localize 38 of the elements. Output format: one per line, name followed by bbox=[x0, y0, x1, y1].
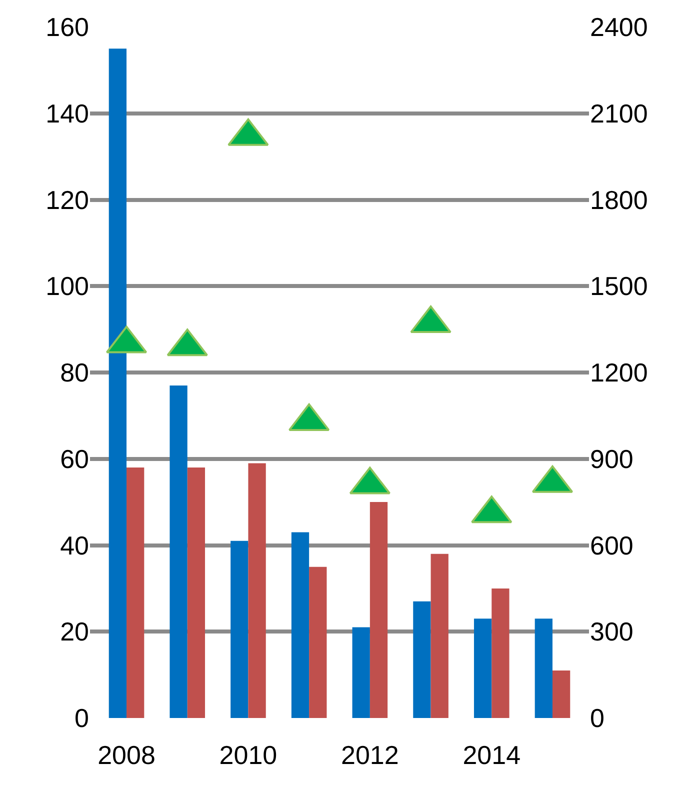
y-tick-label: 120 bbox=[46, 184, 89, 215]
bar bbox=[430, 554, 448, 718]
bar bbox=[187, 468, 206, 718]
y2-tick-label: 0 bbox=[590, 703, 604, 734]
bar bbox=[230, 540, 248, 718]
y2-tick-label: 2400 bbox=[590, 12, 648, 42]
x-tick-label: 2010 bbox=[219, 740, 278, 770]
x-tick-label: 2012 bbox=[341, 740, 399, 770]
bar bbox=[309, 566, 327, 718]
y-tick-label: 80 bbox=[60, 358, 89, 388]
y2-tick-label: 300 bbox=[590, 616, 634, 647]
bar bbox=[352, 627, 370, 718]
bar bbox=[108, 48, 127, 718]
bar bbox=[534, 618, 552, 718]
x-tick-label: 2008 bbox=[98, 740, 156, 770]
y-tick-label: 40 bbox=[60, 530, 89, 560]
y2-tick-label: 2100 bbox=[590, 98, 648, 128]
y-tick-label: 100 bbox=[46, 271, 89, 302]
y2-tick-label: 600 bbox=[590, 530, 634, 560]
y2-tick-label: 900 bbox=[590, 444, 634, 474]
bar bbox=[248, 463, 266, 718]
y2-tick-label: 1800 bbox=[590, 184, 648, 215]
bar bbox=[552, 670, 570, 718]
bar bbox=[492, 588, 510, 718]
bar bbox=[413, 601, 431, 718]
bar bbox=[126, 468, 144, 718]
bar bbox=[370, 502, 388, 718]
y2-tick-label: 1500 bbox=[590, 271, 648, 302]
bar bbox=[291, 532, 310, 718]
x-tick-label: 2014 bbox=[462, 740, 521, 770]
y-tick-label: 140 bbox=[46, 98, 89, 128]
y-tick-label: 20 bbox=[60, 616, 89, 647]
y-tick-label: 60 bbox=[60, 444, 89, 474]
y2-tick-label: 1200 bbox=[590, 358, 648, 388]
bar bbox=[474, 618, 492, 718]
y-tick-label: 0 bbox=[74, 703, 89, 734]
bar bbox=[170, 385, 188, 718]
y-tick-label: 160 bbox=[46, 12, 89, 42]
